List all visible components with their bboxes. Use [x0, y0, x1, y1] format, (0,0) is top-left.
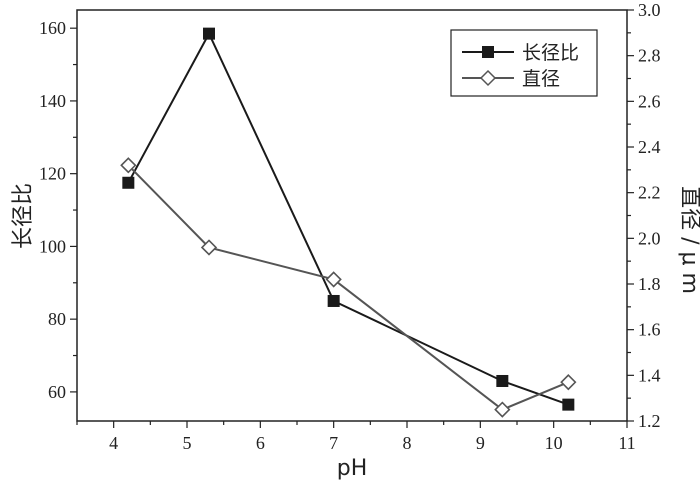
x-tick-label: 11 — [618, 433, 635, 453]
y-tick-label: 140 — [39, 91, 66, 111]
y-tick-label: 160 — [39, 18, 66, 38]
x-tick-label: 9 — [476, 433, 485, 453]
data-point-series-1 — [122, 176, 135, 189]
x-tick-label: 4 — [109, 433, 118, 453]
data-point-series-2 — [494, 401, 511, 418]
axis-ticks — [70, 9, 634, 428]
data-point-series-2 — [325, 271, 342, 288]
x-axis-title: pH — [337, 456, 368, 481]
x-tick-label: 5 — [183, 433, 192, 453]
y2-tick-label: 3.0 — [638, 0, 661, 20]
legend: 长径比 直径 — [450, 29, 598, 97]
legend-label-series-1: 长径比 — [522, 42, 579, 64]
data-point-series-1 — [203, 27, 215, 40]
y-tick-label: 100 — [39, 236, 66, 256]
y-tick-label: 80 — [48, 309, 66, 329]
y2-tick-label: 2.6 — [638, 91, 661, 111]
y2-tick-label: 1.8 — [638, 274, 661, 294]
data-point-series-2 — [120, 157, 137, 174]
y-tick-label: 120 — [39, 164, 66, 184]
data-point-series-1 — [327, 294, 340, 307]
legend-marker-series-1 — [482, 46, 494, 58]
tick-labels: 4 5 6 7 8 9 10 11 60 80 100 120 140 160 1.2 1.4 1.6 1.8 2.… — [39, 0, 661, 453]
data-point-series-2 — [200, 239, 218, 256]
y2-tick-label: 1.4 — [638, 365, 661, 385]
legend-marker-series-2 — [479, 69, 497, 87]
y2-tick-label: 2.2 — [638, 183, 661, 203]
x-tick-label: 7 — [329, 433, 338, 453]
y-tick-label: 60 — [48, 382, 66, 402]
series-line-2 — [127, 164, 569, 411]
y2-tick-label: 2.8 — [638, 46, 661, 66]
y2-tick-label: 2.4 — [638, 137, 661, 157]
data-point-series-1 — [496, 374, 509, 387]
y-axis-title: 长径比 — [11, 183, 36, 249]
y2-tick-label: 1.2 — [638, 411, 661, 431]
x-tick-label: 10 — [545, 433, 563, 453]
x-tick-label: 8 — [403, 433, 412, 453]
data-point-series-1 — [562, 398, 575, 411]
legend-box — [450, 29, 598, 97]
y2-tick-label: 2.0 — [638, 228, 661, 248]
y2-axis-title: 直径 / μ m — [677, 186, 700, 294]
legend-label-series-2: 直径 — [522, 68, 560, 90]
series-markers — [120, 27, 577, 418]
data-point-series-2 — [560, 374, 577, 391]
y2-tick-label: 1.6 — [638, 320, 661, 340]
x-tick-label: 6 — [256, 433, 265, 453]
